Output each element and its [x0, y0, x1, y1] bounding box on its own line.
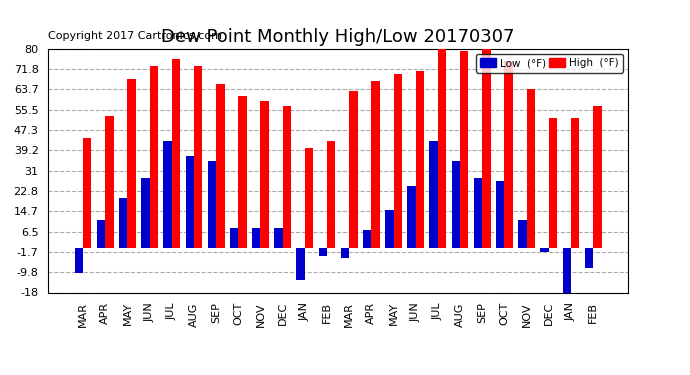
Title: Dew Point Monthly High/Low 20170307: Dew Point Monthly High/Low 20170307 [161, 28, 515, 46]
Bar [216, 84, 224, 248]
Bar [407, 186, 415, 248]
Bar [363, 230, 371, 248]
Text: Copyright 2017 Cartronics.com: Copyright 2017 Cartronics.com [48, 31, 222, 41]
Bar [261, 101, 269, 248]
Bar [518, 220, 526, 248]
Bar [496, 181, 504, 248]
Bar [97, 220, 106, 248]
Bar [504, 61, 513, 248]
Bar [341, 248, 349, 258]
Bar [252, 228, 261, 248]
Bar [283, 106, 291, 248]
Bar [305, 148, 313, 248]
Bar [571, 118, 580, 248]
Bar [141, 178, 150, 248]
Bar [119, 198, 128, 248]
Bar [274, 228, 283, 248]
Bar [429, 141, 438, 248]
Bar [194, 66, 202, 248]
Bar [415, 71, 424, 248]
Bar [549, 118, 558, 248]
Bar [393, 74, 402, 248]
Bar [172, 59, 180, 248]
Bar [438, 49, 446, 248]
Legend: Low  (°F), High  (°F): Low (°F), High (°F) [476, 54, 622, 72]
Bar [238, 96, 247, 248]
Bar [584, 248, 593, 268]
Bar [482, 49, 491, 248]
Bar [327, 141, 335, 248]
Bar [164, 141, 172, 248]
Bar [208, 160, 216, 248]
Bar [371, 81, 380, 248]
Bar [150, 66, 158, 248]
Bar [106, 116, 114, 248]
Bar [75, 248, 83, 273]
Bar [540, 248, 549, 252]
Bar [562, 248, 571, 292]
Bar [385, 210, 393, 248]
Bar [526, 88, 535, 248]
Bar [452, 160, 460, 248]
Bar [83, 138, 92, 248]
Bar [128, 79, 136, 248]
Bar [230, 228, 238, 248]
Bar [593, 106, 602, 248]
Bar [474, 178, 482, 248]
Bar [460, 51, 469, 248]
Bar [319, 248, 327, 256]
Bar [186, 156, 194, 248]
Bar [297, 248, 305, 280]
Bar [349, 91, 357, 248]
